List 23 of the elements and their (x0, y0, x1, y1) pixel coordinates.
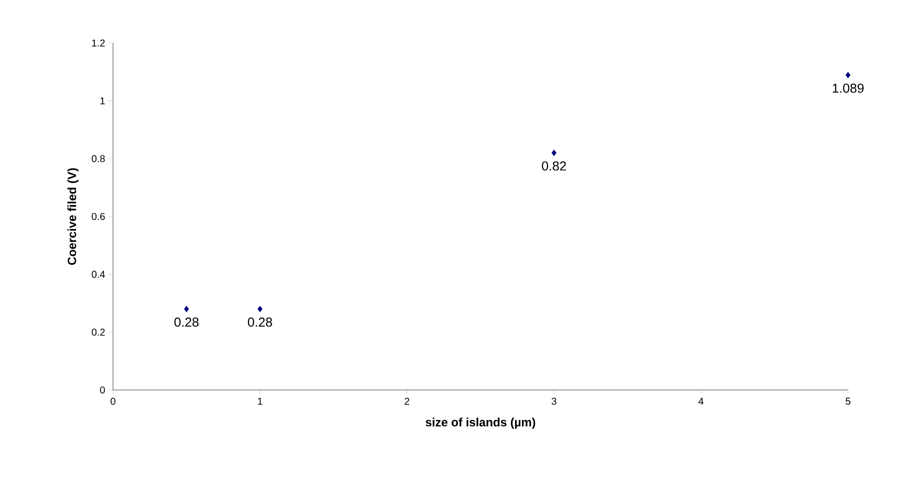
y-axis-title: Coercive filed (V) (67, 168, 79, 265)
data-label: 0.82 (542, 161, 566, 171)
point (184, 306, 189, 312)
x-tick-label: 5 (846, 398, 850, 405)
y-tick-label: 0.8 (92, 155, 105, 162)
y-tick-label: 1 (100, 97, 105, 104)
y-tick-label: 0.6 (92, 212, 105, 220)
y-tick-label: 1.2 (92, 40, 105, 46)
y-tick-label: 0 (100, 386, 105, 394)
data-label: 0.28 (248, 318, 272, 327)
x-tick-label: 2 (404, 398, 410, 405)
x-tick-label: 4 (698, 398, 704, 405)
x-tick-label: 1 (258, 398, 262, 405)
x-axis-title: size of islands (µm) (426, 418, 536, 429)
y-tick-label: 0.4 (92, 270, 105, 278)
x-tick-label: 0 (110, 398, 116, 405)
point (258, 306, 262, 312)
point (552, 150, 556, 156)
point (846, 72, 850, 78)
data-label: 1.089 (832, 84, 864, 93)
y-tick-label: 0.2 (92, 328, 105, 336)
x-tick-label: 3 (552, 398, 556, 405)
data-label: 0.28 (174, 318, 199, 327)
